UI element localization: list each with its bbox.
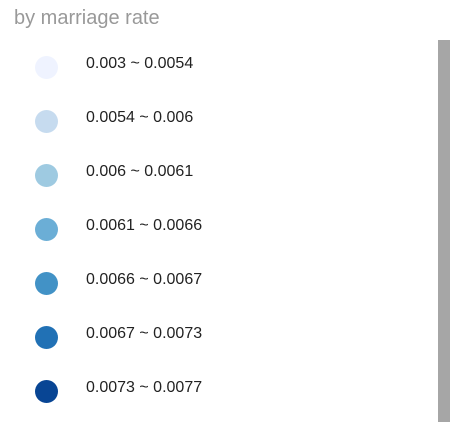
legend-label: 0.0054 ~ 0.006 bbox=[86, 109, 194, 126]
legend-title: by marriage rate bbox=[14, 7, 160, 29]
legend-swatch bbox=[35, 326, 58, 349]
legend-label: 0.003 ~ 0.0054 bbox=[86, 55, 194, 72]
legend-label: 0.0061 ~ 0.0066 bbox=[86, 217, 203, 234]
legend-swatch bbox=[35, 380, 58, 403]
legend-label: 0.0067 ~ 0.0073 bbox=[86, 325, 203, 342]
legend-swatch bbox=[35, 272, 58, 295]
legend-swatch bbox=[35, 110, 58, 133]
legend-label: 0.0066 ~ 0.0067 bbox=[86, 271, 203, 288]
legend-item: 0.0067 ~ 0.0073 bbox=[35, 324, 202, 378]
legend-item: 0.006 ~ 0.0061 bbox=[35, 162, 202, 216]
legend-item: 0.0066 ~ 0.0067 bbox=[35, 270, 202, 324]
legend-list: 0.003 ~ 0.0054 0.0054 ~ 0.006 0.006 ~ 0.… bbox=[35, 54, 202, 432]
legend-item: 0.003 ~ 0.0054 bbox=[35, 54, 202, 108]
scrollbar-thumb[interactable] bbox=[438, 40, 450, 422]
legend-label: 0.006 ~ 0.0061 bbox=[86, 163, 194, 180]
legend-item: 0.0054 ~ 0.006 bbox=[35, 108, 202, 162]
legend-label: 0.0073 ~ 0.0077 bbox=[86, 379, 203, 396]
legend-item: 0.0073 ~ 0.0077 bbox=[35, 378, 202, 432]
legend-item: 0.0061 ~ 0.0066 bbox=[35, 216, 202, 270]
legend-swatch bbox=[35, 218, 58, 241]
legend-swatch bbox=[35, 56, 58, 79]
legend-swatch bbox=[35, 164, 58, 187]
